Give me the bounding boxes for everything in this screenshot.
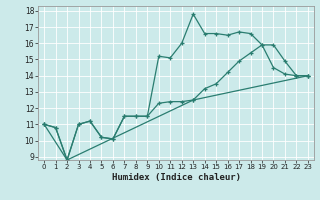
X-axis label: Humidex (Indice chaleur): Humidex (Indice chaleur) bbox=[111, 173, 241, 182]
